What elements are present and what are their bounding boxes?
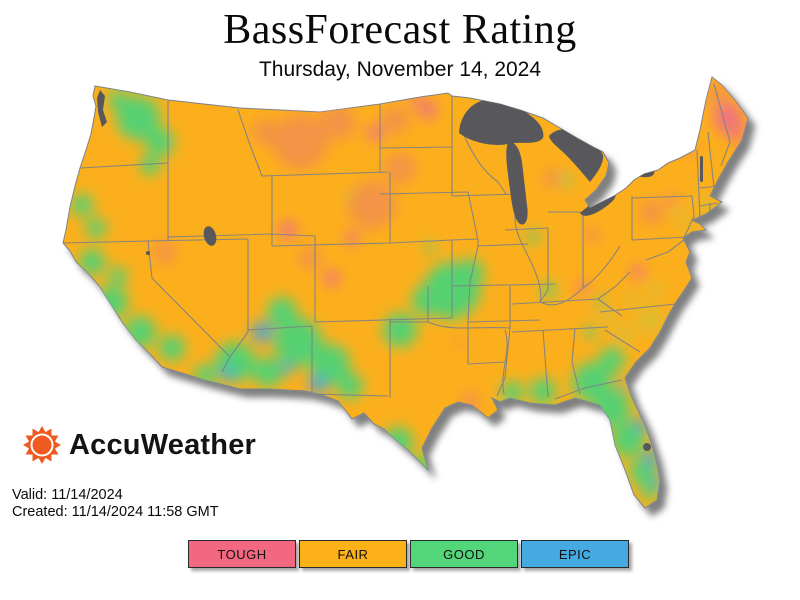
legend-item-fair: FAIR <box>299 540 407 568</box>
legend-item-label: FAIR <box>337 546 369 562</box>
legend-item-epic: EPIC <box>521 540 629 568</box>
valid-timestamp: Valid: 11/14/2024 <box>12 487 123 503</box>
legend-item-label: TOUGH <box>217 546 267 562</box>
map-meta: Valid: 11/14/2024 Created: 11/14/2024 11… <box>12 487 219 520</box>
accuweather-logo: AccuWeather <box>22 425 256 465</box>
accuweather-wordmark: AccuWeather <box>69 428 257 461</box>
state-borders <box>63 83 731 400</box>
rating-legend: TOUGH FAIR GOOD EPIC <box>188 540 629 568</box>
legend-item-tough: TOUGH <box>188 540 296 568</box>
legend-item-label: EPIC <box>558 546 592 562</box>
legend-item-label: GOOD <box>443 546 485 562</box>
page-title: BassForecast Rating <box>223 7 577 53</box>
legend-item-good: GOOD <box>410 540 518 568</box>
date-subtitle: Thursday, November 14, 2024 <box>258 58 542 81</box>
accuweather-sun-icon <box>23 426 61 464</box>
created-timestamp: Created: 11/14/2024 11:58 GMT <box>12 503 219 520</box>
